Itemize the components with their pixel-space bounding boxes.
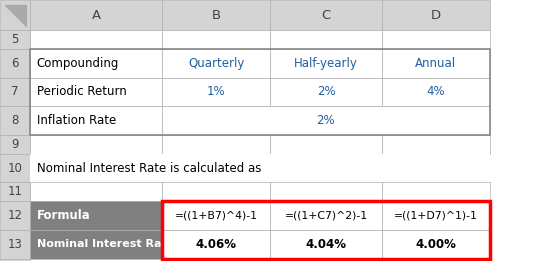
Bar xyxy=(162,78,270,106)
Text: C: C xyxy=(322,9,331,21)
Bar xyxy=(30,182,162,201)
Text: Periodic Return: Periodic Return xyxy=(37,85,126,98)
Bar xyxy=(30,49,490,135)
Text: Nominal Interest Rate: Nominal Interest Rate xyxy=(37,239,174,249)
Bar xyxy=(30,49,162,78)
Polygon shape xyxy=(4,4,26,26)
Text: 8: 8 xyxy=(12,114,19,127)
Text: 4.00%: 4.00% xyxy=(415,238,456,251)
Bar xyxy=(270,230,382,259)
Text: 12: 12 xyxy=(8,209,23,222)
Text: Quarterly: Quarterly xyxy=(188,57,244,70)
Text: 10: 10 xyxy=(8,162,23,175)
Text: 4%: 4% xyxy=(427,85,445,98)
Bar xyxy=(382,259,490,261)
Bar xyxy=(270,182,382,201)
Bar xyxy=(30,106,162,135)
Bar xyxy=(162,201,490,259)
Bar xyxy=(0,30,30,49)
Text: Annual: Annual xyxy=(415,57,456,70)
Bar xyxy=(270,30,382,49)
Text: Compounding: Compounding xyxy=(37,57,119,70)
Bar xyxy=(0,106,30,135)
Text: 1%: 1% xyxy=(207,85,226,98)
Bar xyxy=(382,201,490,230)
Bar xyxy=(30,230,162,259)
Text: A: A xyxy=(92,9,101,21)
Bar xyxy=(162,201,270,230)
Bar xyxy=(162,135,270,154)
Bar xyxy=(382,230,490,259)
Bar xyxy=(0,259,30,261)
Bar xyxy=(382,0,490,30)
Text: Half-yearly: Half-yearly xyxy=(294,57,358,70)
Bar xyxy=(0,230,30,259)
Bar xyxy=(382,30,490,49)
Bar xyxy=(162,182,270,201)
Text: 4.04%: 4.04% xyxy=(306,238,346,251)
Text: 4.06%: 4.06% xyxy=(196,238,236,251)
Bar xyxy=(30,30,162,49)
Bar xyxy=(162,230,270,259)
Text: 7: 7 xyxy=(12,85,19,98)
Bar xyxy=(382,49,490,78)
Text: Inflation Rate: Inflation Rate xyxy=(37,114,116,127)
Text: 11: 11 xyxy=(8,185,23,198)
Bar xyxy=(382,78,490,106)
Bar xyxy=(162,30,270,49)
Bar xyxy=(0,135,30,154)
Bar xyxy=(162,259,270,261)
Bar xyxy=(162,106,490,135)
Bar xyxy=(30,154,490,182)
Text: =((1+B7)^4)-1: =((1+B7)^4)-1 xyxy=(175,211,257,221)
Bar xyxy=(270,78,382,106)
Bar xyxy=(30,135,162,154)
Bar xyxy=(162,0,270,30)
Bar xyxy=(30,78,162,106)
Bar xyxy=(30,201,162,230)
Bar xyxy=(270,49,382,78)
Text: 5: 5 xyxy=(12,33,19,46)
Text: Nominal Interest Rate is calculated as: Nominal Interest Rate is calculated as xyxy=(37,162,261,175)
Bar xyxy=(0,78,30,106)
Bar xyxy=(270,259,382,261)
Bar xyxy=(270,135,382,154)
Text: 13: 13 xyxy=(8,238,23,251)
Text: =((1+D7)^1)-1: =((1+D7)^1)-1 xyxy=(394,211,478,221)
Text: =((1+C7)^2)-1: =((1+C7)^2)-1 xyxy=(284,211,368,221)
Bar xyxy=(270,201,382,230)
Text: 6: 6 xyxy=(12,57,19,70)
Bar xyxy=(382,135,490,154)
Text: B: B xyxy=(212,9,221,21)
Bar xyxy=(0,154,30,182)
Bar xyxy=(0,0,30,30)
Text: 2%: 2% xyxy=(317,85,336,98)
Text: 9: 9 xyxy=(12,138,19,151)
Text: 2%: 2% xyxy=(317,114,335,127)
Text: D: D xyxy=(431,9,441,21)
Bar xyxy=(30,0,162,30)
Bar xyxy=(162,49,270,78)
Bar xyxy=(0,49,30,78)
Bar xyxy=(270,0,382,30)
Bar xyxy=(30,259,162,261)
Bar xyxy=(0,182,30,201)
Bar xyxy=(382,182,490,201)
Bar xyxy=(0,201,30,230)
Text: Formula: Formula xyxy=(37,209,91,222)
